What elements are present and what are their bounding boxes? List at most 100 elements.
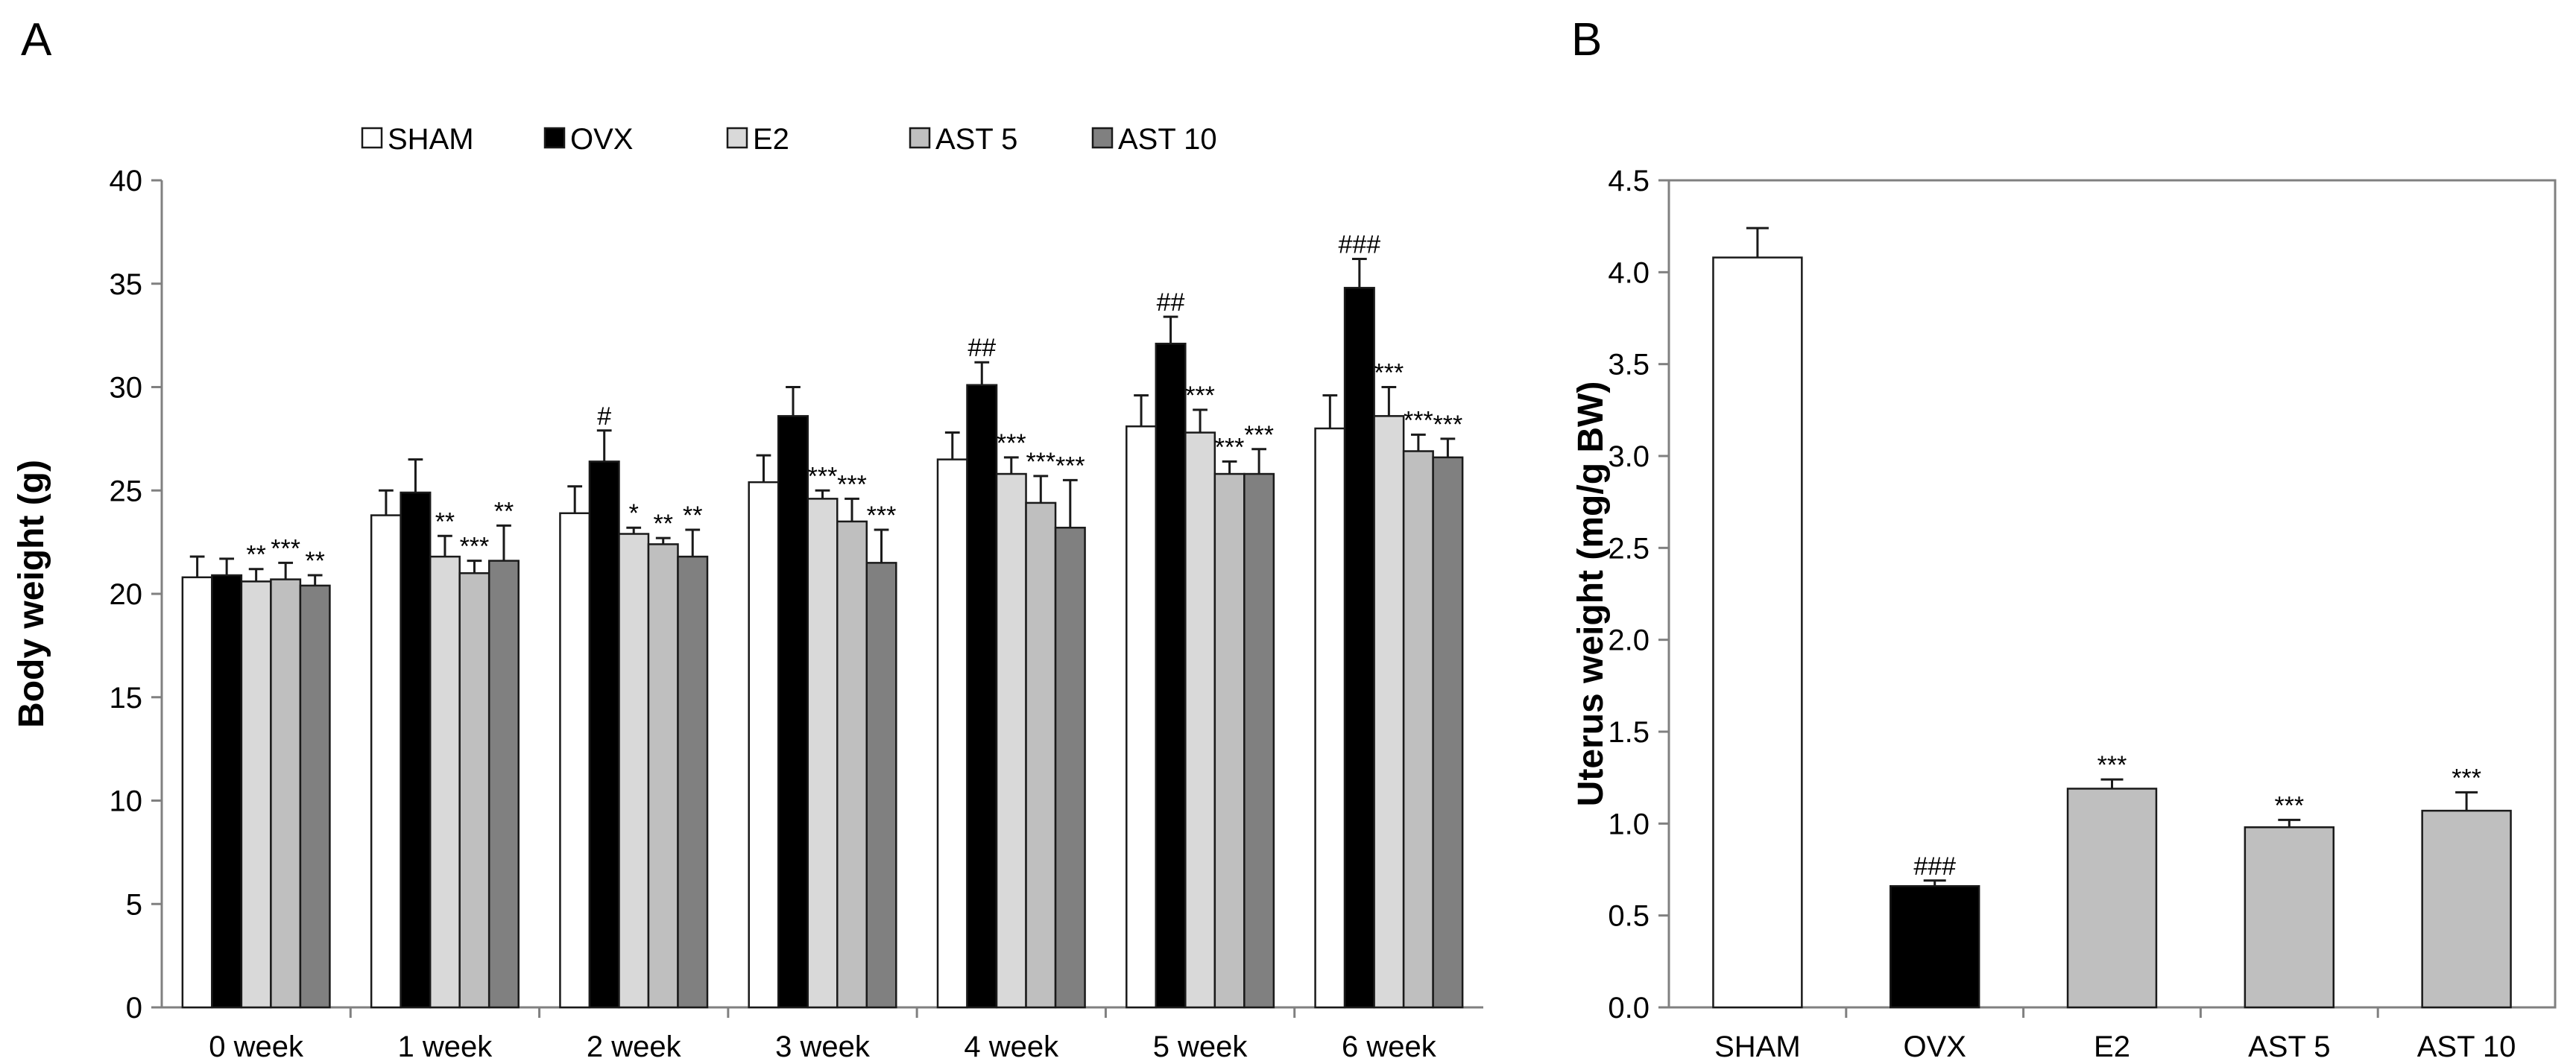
x-tick-label: OVX	[1903, 1030, 1966, 1063]
legend-swatch-e2	[726, 127, 748, 149]
legend-swatch-ast-5	[909, 127, 931, 149]
panel-label: B	[1571, 14, 1602, 66]
significance-label: ***	[2097, 751, 2127, 779]
bar-e2	[1373, 415, 1405, 1009]
y-tick-label: 20	[110, 578, 143, 611]
bar-sham	[1314, 427, 1346, 1009]
significance-label: ***	[1026, 448, 1055, 476]
y-axis-title: Uterus weight (mg/g BW)	[1571, 381, 1611, 807]
y-tick-label: 10	[110, 785, 143, 818]
significance-label: ***	[2274, 791, 2304, 820]
significance-label: #	[597, 402, 611, 431]
bar-ast-5	[647, 543, 679, 1009]
bar-e2	[1184, 431, 1216, 1009]
significance-label: ##	[967, 334, 996, 362]
y-tick-label: 4.5	[1608, 165, 1650, 197]
significance-label: ***	[1185, 381, 1215, 410]
significance-label: ###	[1338, 230, 1380, 259]
bar-ovx	[400, 491, 432, 1009]
bar-ovx	[588, 460, 620, 1009]
significance-label: ***	[808, 462, 838, 490]
y-tick-label: 0.5	[1608, 900, 1650, 933]
bar-ast-10	[2421, 809, 2512, 1009]
bar-ast-5	[1402, 450, 1434, 1009]
panel-a: A 0 5 10 15 20 25 30 35 40 Body weight (g) 0 week 1 …	[12, 14, 1483, 1063]
y-tick-label: 3.5	[1608, 349, 1650, 381]
bar-e2	[429, 555, 461, 1009]
significance-label: **	[246, 541, 265, 569]
bar-ovx	[1155, 342, 1187, 1009]
significance-label: ***	[1244, 421, 1274, 449]
significance-label: ***	[837, 470, 867, 498]
bar-ast-5	[1025, 501, 1057, 1009]
significance-label: **	[494, 497, 514, 525]
x-tick-label: SHAM	[1714, 1030, 1801, 1063]
legend-label: E2	[753, 123, 789, 156]
bar-ast-10	[1054, 526, 1086, 1009]
legend-swatch-ast-10	[1091, 127, 1114, 149]
bar-ast-10	[299, 584, 331, 1009]
legend-swatch-ovx	[543, 127, 566, 149]
significance-label: ***	[460, 533, 490, 561]
bar-ast-5	[1213, 472, 1246, 1009]
significance-label: ***	[1215, 433, 1245, 461]
significance-label: ***	[1404, 406, 1433, 434]
x-tick-label: AST 5	[2248, 1030, 2330, 1063]
significance-label: *	[629, 499, 639, 528]
bar-ovx	[1890, 884, 1980, 1009]
significance-label: **	[305, 547, 324, 575]
bar-sham	[559, 512, 591, 1009]
x-tick-label: 1 week	[398, 1030, 493, 1063]
significance-label: ***	[1374, 359, 1404, 387]
significance-label: ###	[1913, 852, 1956, 881]
bar-ast-5	[458, 572, 490, 1009]
x-tick-label: 4 week	[964, 1030, 1059, 1063]
significance-label: ***	[271, 534, 300, 563]
bar-sham	[1126, 425, 1158, 1009]
bar-sham	[936, 458, 968, 1009]
bar-e2	[2066, 788, 2158, 1009]
significance-label: ***	[1055, 452, 1085, 480]
y-tick-label: 35	[110, 268, 143, 301]
y-tick-label: 0	[126, 992, 142, 1025]
bar-sham	[1712, 256, 1803, 1009]
panel-label: A	[21, 14, 52, 66]
bar-e2	[995, 472, 1027, 1009]
y-tick-label: 15	[110, 682, 143, 715]
bar-ast-5	[2244, 826, 2335, 1009]
significance-label: ***	[2452, 764, 2481, 792]
bar-sham	[748, 481, 780, 1009]
x-tick-label: 3 week	[775, 1030, 871, 1063]
y-tick-label: 2.5	[1608, 532, 1650, 565]
y-tick-label: 3.0	[1608, 440, 1650, 473]
x-tick-label: 2 week	[587, 1030, 682, 1063]
legend-swatch-sham	[361, 127, 383, 149]
y-tick-label: 2.0	[1608, 624, 1650, 657]
legend-label: SHAM	[388, 123, 474, 156]
bar-ovx	[211, 574, 243, 1009]
y-tick-label: 30	[110, 372, 143, 405]
bar-ovx	[777, 415, 809, 1009]
bar-ast-10	[1432, 456, 1464, 1009]
legend-label: OVX	[570, 123, 633, 156]
significance-label: ***	[1433, 411, 1463, 439]
x-tick-label: AST 10	[2417, 1030, 2516, 1063]
significance-label: ##	[1157, 288, 1185, 317]
x-tick-label: 5 week	[1153, 1030, 1248, 1063]
y-tick-label: 0.0	[1608, 992, 1650, 1025]
significance-label: **	[435, 507, 455, 536]
bar-sham	[181, 576, 213, 1009]
x-tick-label: 6 week	[1342, 1030, 1437, 1063]
significance-label: **	[683, 501, 702, 530]
y-tick-label: 4.0	[1608, 256, 1650, 289]
y-tick-label: 40	[110, 165, 143, 197]
bar-ast-10	[487, 560, 520, 1009]
legend-label: AST 10	[1118, 123, 1217, 156]
bar-ast-5	[270, 578, 302, 1009]
bar-e2	[806, 498, 839, 1009]
bar-e2	[240, 580, 272, 1009]
legend-label: AST 5	[935, 123, 1017, 156]
y-tick-label: 25	[110, 475, 143, 507]
x-tick-label: 0 week	[209, 1030, 304, 1063]
y-axis-title: Body weight (g)	[12, 460, 51, 728]
